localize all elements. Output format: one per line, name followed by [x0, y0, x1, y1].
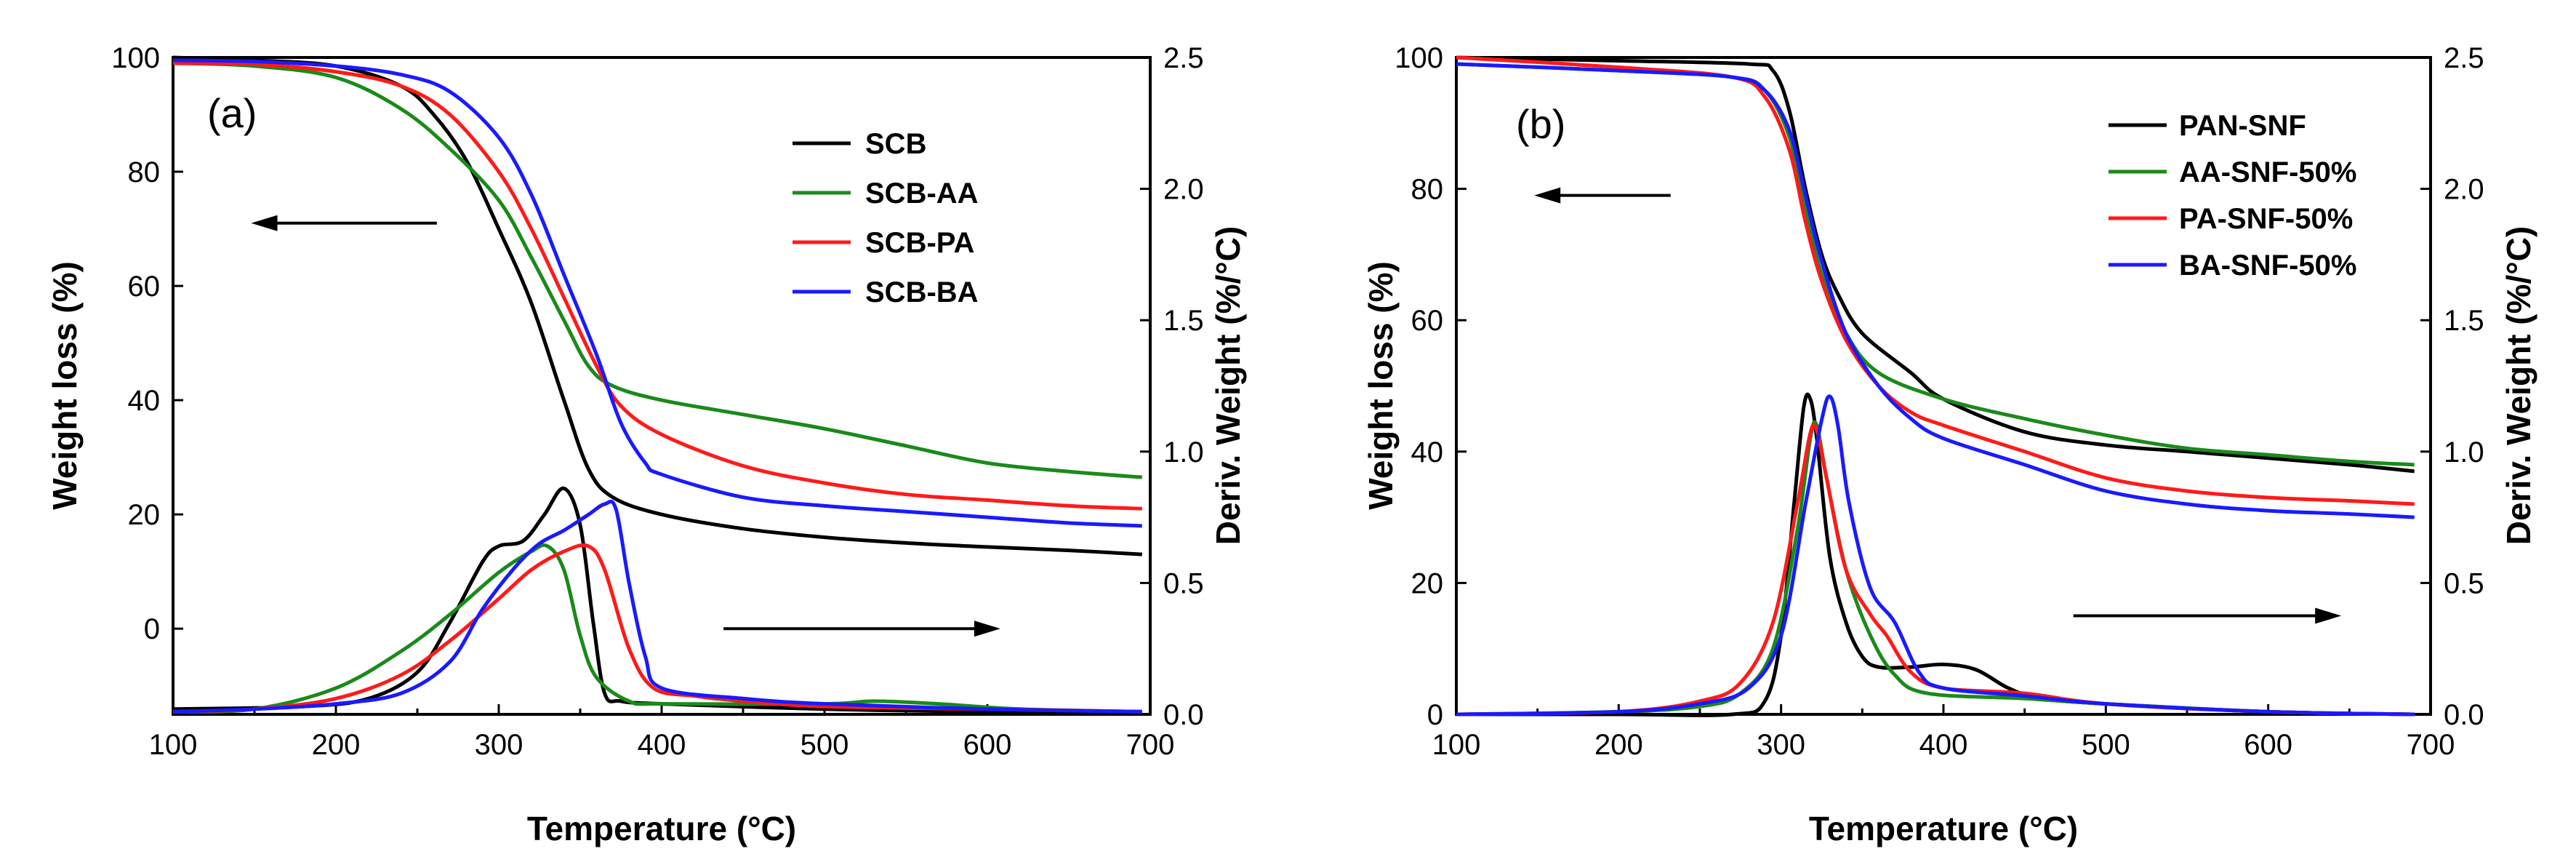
legend-a-label-scb-ba: SCB-BA: [865, 276, 979, 308]
y2tick-label-a-2.5: 2.5: [1163, 42, 1204, 74]
ytick-label-a-60: 60: [128, 271, 161, 303]
panel-a-ylabel: Weight loss (%): [46, 261, 84, 510]
y2tick-label-a-0.0: 0.0: [1163, 699, 1204, 731]
xtick-label-b-600: 600: [2244, 729, 2292, 761]
arrow-head-a-0: [251, 215, 278, 231]
xtick-label-b-700: 700: [2407, 729, 2455, 761]
ytick-label-a-20: 20: [128, 499, 161, 531]
series-line-b-ba-snf-50-weight: [1456, 62, 2415, 519]
panel-a-series: [172, 55, 1142, 714]
y2tick-label-b-0.5: 0.5: [2444, 567, 2484, 599]
xtick-label-a-200: 200: [312, 729, 361, 761]
panel-a-arrows: [251, 215, 1000, 637]
y2tick-label-b-1.5: 1.5: [2444, 305, 2484, 337]
panel-a-frame: [172, 56, 1152, 716]
ytick-label-b-0: 0: [1427, 699, 1443, 731]
ytick-label-a-0: 0: [144, 613, 160, 645]
xtick-label-a-700: 700: [1126, 729, 1175, 761]
xtick-label-b-100: 100: [1432, 729, 1481, 761]
series-line-a-scb-pa-weight: [172, 61, 1142, 511]
panel-b-ylabel: Weight loss (%): [1362, 261, 1400, 510]
xtick-label-b-400: 400: [1919, 729, 1968, 761]
ytick-label-a-40: 40: [128, 385, 161, 417]
xtick-label-b-500: 500: [2082, 729, 2130, 761]
ytick-label-b-40: 40: [1411, 436, 1444, 468]
legend-b-label-aa-snf: AA-SNF-50%: [2179, 156, 2356, 188]
ytick-label-b-80: 80: [1411, 174, 1444, 206]
legend-a-label-scb-aa: SCB-AA: [865, 177, 979, 209]
xtick-label-a-100: 100: [149, 729, 198, 761]
xtick-label-a-600: 600: [963, 729, 1012, 761]
y2tick-label-a-1.5: 1.5: [1163, 305, 1204, 337]
xtick-label-a-300: 300: [475, 729, 523, 761]
y2tick-label-b-0.0: 0.0: [2444, 699, 2484, 731]
panel-a-xlabel: Temperature (°C): [527, 810, 796, 847]
panel-b-series: [1456, 55, 2415, 717]
legend-b-label-pan-snf: PAN-SNF: [2179, 110, 2306, 142]
panel-a: 100 200 300 400 500 600 700 0 20 40 60 80 100 0.0 0.5 1…: [46, 42, 1247, 847]
xtick-label-a-500: 500: [801, 729, 849, 761]
ytick-label-b-100: 100: [1395, 42, 1443, 74]
panel-a-label: (a): [207, 90, 257, 136]
series-line-b-pan-snf-derivative: [1456, 392, 2415, 717]
ytick-label-a-100: 100: [111, 42, 160, 74]
y2tick-label-a-1.0: 1.0: [1163, 436, 1204, 468]
y2tick-label-b-2.5: 2.5: [2444, 42, 2484, 74]
legend-a-label-scb-pa: SCB-PA: [865, 227, 974, 259]
arrow-head-b-0: [1534, 187, 1561, 204]
series-line-a-scb-ba-weight: [172, 58, 1142, 528]
panel-b-ticks: 100 200 300 400 500 600 700 0 20 40 60 80 100 0.0 0.5 1…: [1395, 42, 2484, 761]
series-line-a-scb-aa-derivative: [172, 543, 1142, 714]
series-line-b-pa-snf-50-derivative: [1456, 423, 2415, 717]
arrow-head-a-1: [974, 620, 1000, 637]
panel-b: 100 200 300 400 500 600 700 0 20 40 60 80 100 0.0 0.5 1…: [1362, 42, 2537, 847]
panel-b-y2label: Deriv. Weight (%/°C): [2500, 226, 2537, 545]
legend-b-label-ba-snf: BA-SNF-50%: [2179, 250, 2356, 282]
panel-b-xlabel: Temperature (°C): [1809, 810, 2078, 847]
xtick-label-b-300: 300: [1757, 729, 1805, 761]
series-line-b-aa-snf-50-derivative: [1456, 420, 2415, 717]
y2tick-label-a-2.0: 2.0: [1163, 174, 1204, 206]
series-line-a-scb-ba-derivative: [172, 499, 1142, 714]
panel-a-y2label: Deriv. Weight (%/°C): [1209, 226, 1247, 545]
series-line-a-scb-derivative: [172, 486, 1142, 714]
panel-b-label: (b): [1516, 101, 1565, 147]
series-line-b-pan-snf-weight: [1456, 55, 2415, 474]
y2tick-label-b-1.0: 1.0: [2444, 436, 2484, 468]
xtick-label-a-400: 400: [638, 729, 686, 761]
ytick-label-b-20: 20: [1411, 567, 1444, 599]
legend-a-label-scb: SCB: [865, 128, 926, 160]
ytick-label-b-60: 60: [1411, 305, 1444, 337]
legend-b-label-pa-snf: PA-SNF-50%: [2179, 203, 2353, 235]
panel-b-arrows: [1534, 187, 2342, 624]
series-line-a-scb-aa-weight: [172, 61, 1142, 479]
panel-b-legend: PAN-SNF AA-SNF-50% PA-SNF-50% BA-SNF-50%: [2108, 110, 2356, 282]
series-line-b-ba-snf-50-derivative: [1456, 394, 2415, 717]
series-line-a-scb-weight: [172, 55, 1142, 556]
series-line-a-scb-pa-derivative: [172, 543, 1142, 714]
y2tick-label-b-2.0: 2.0: [2444, 174, 2484, 206]
panel-a-ticks: 100 200 300 400 500 600 700 0 20 40 60 80 100 0.0 0.5 1…: [111, 42, 1203, 761]
panel-a-legend: SCB SCB-AA SCB-PA SCB-BA: [793, 128, 979, 308]
y2tick-label-a-0.5: 0.5: [1163, 567, 1204, 599]
arrow-head-b-1: [2315, 607, 2342, 624]
ytick-label-a-80: 80: [128, 156, 161, 188]
xtick-label-b-200: 200: [1594, 729, 1643, 761]
